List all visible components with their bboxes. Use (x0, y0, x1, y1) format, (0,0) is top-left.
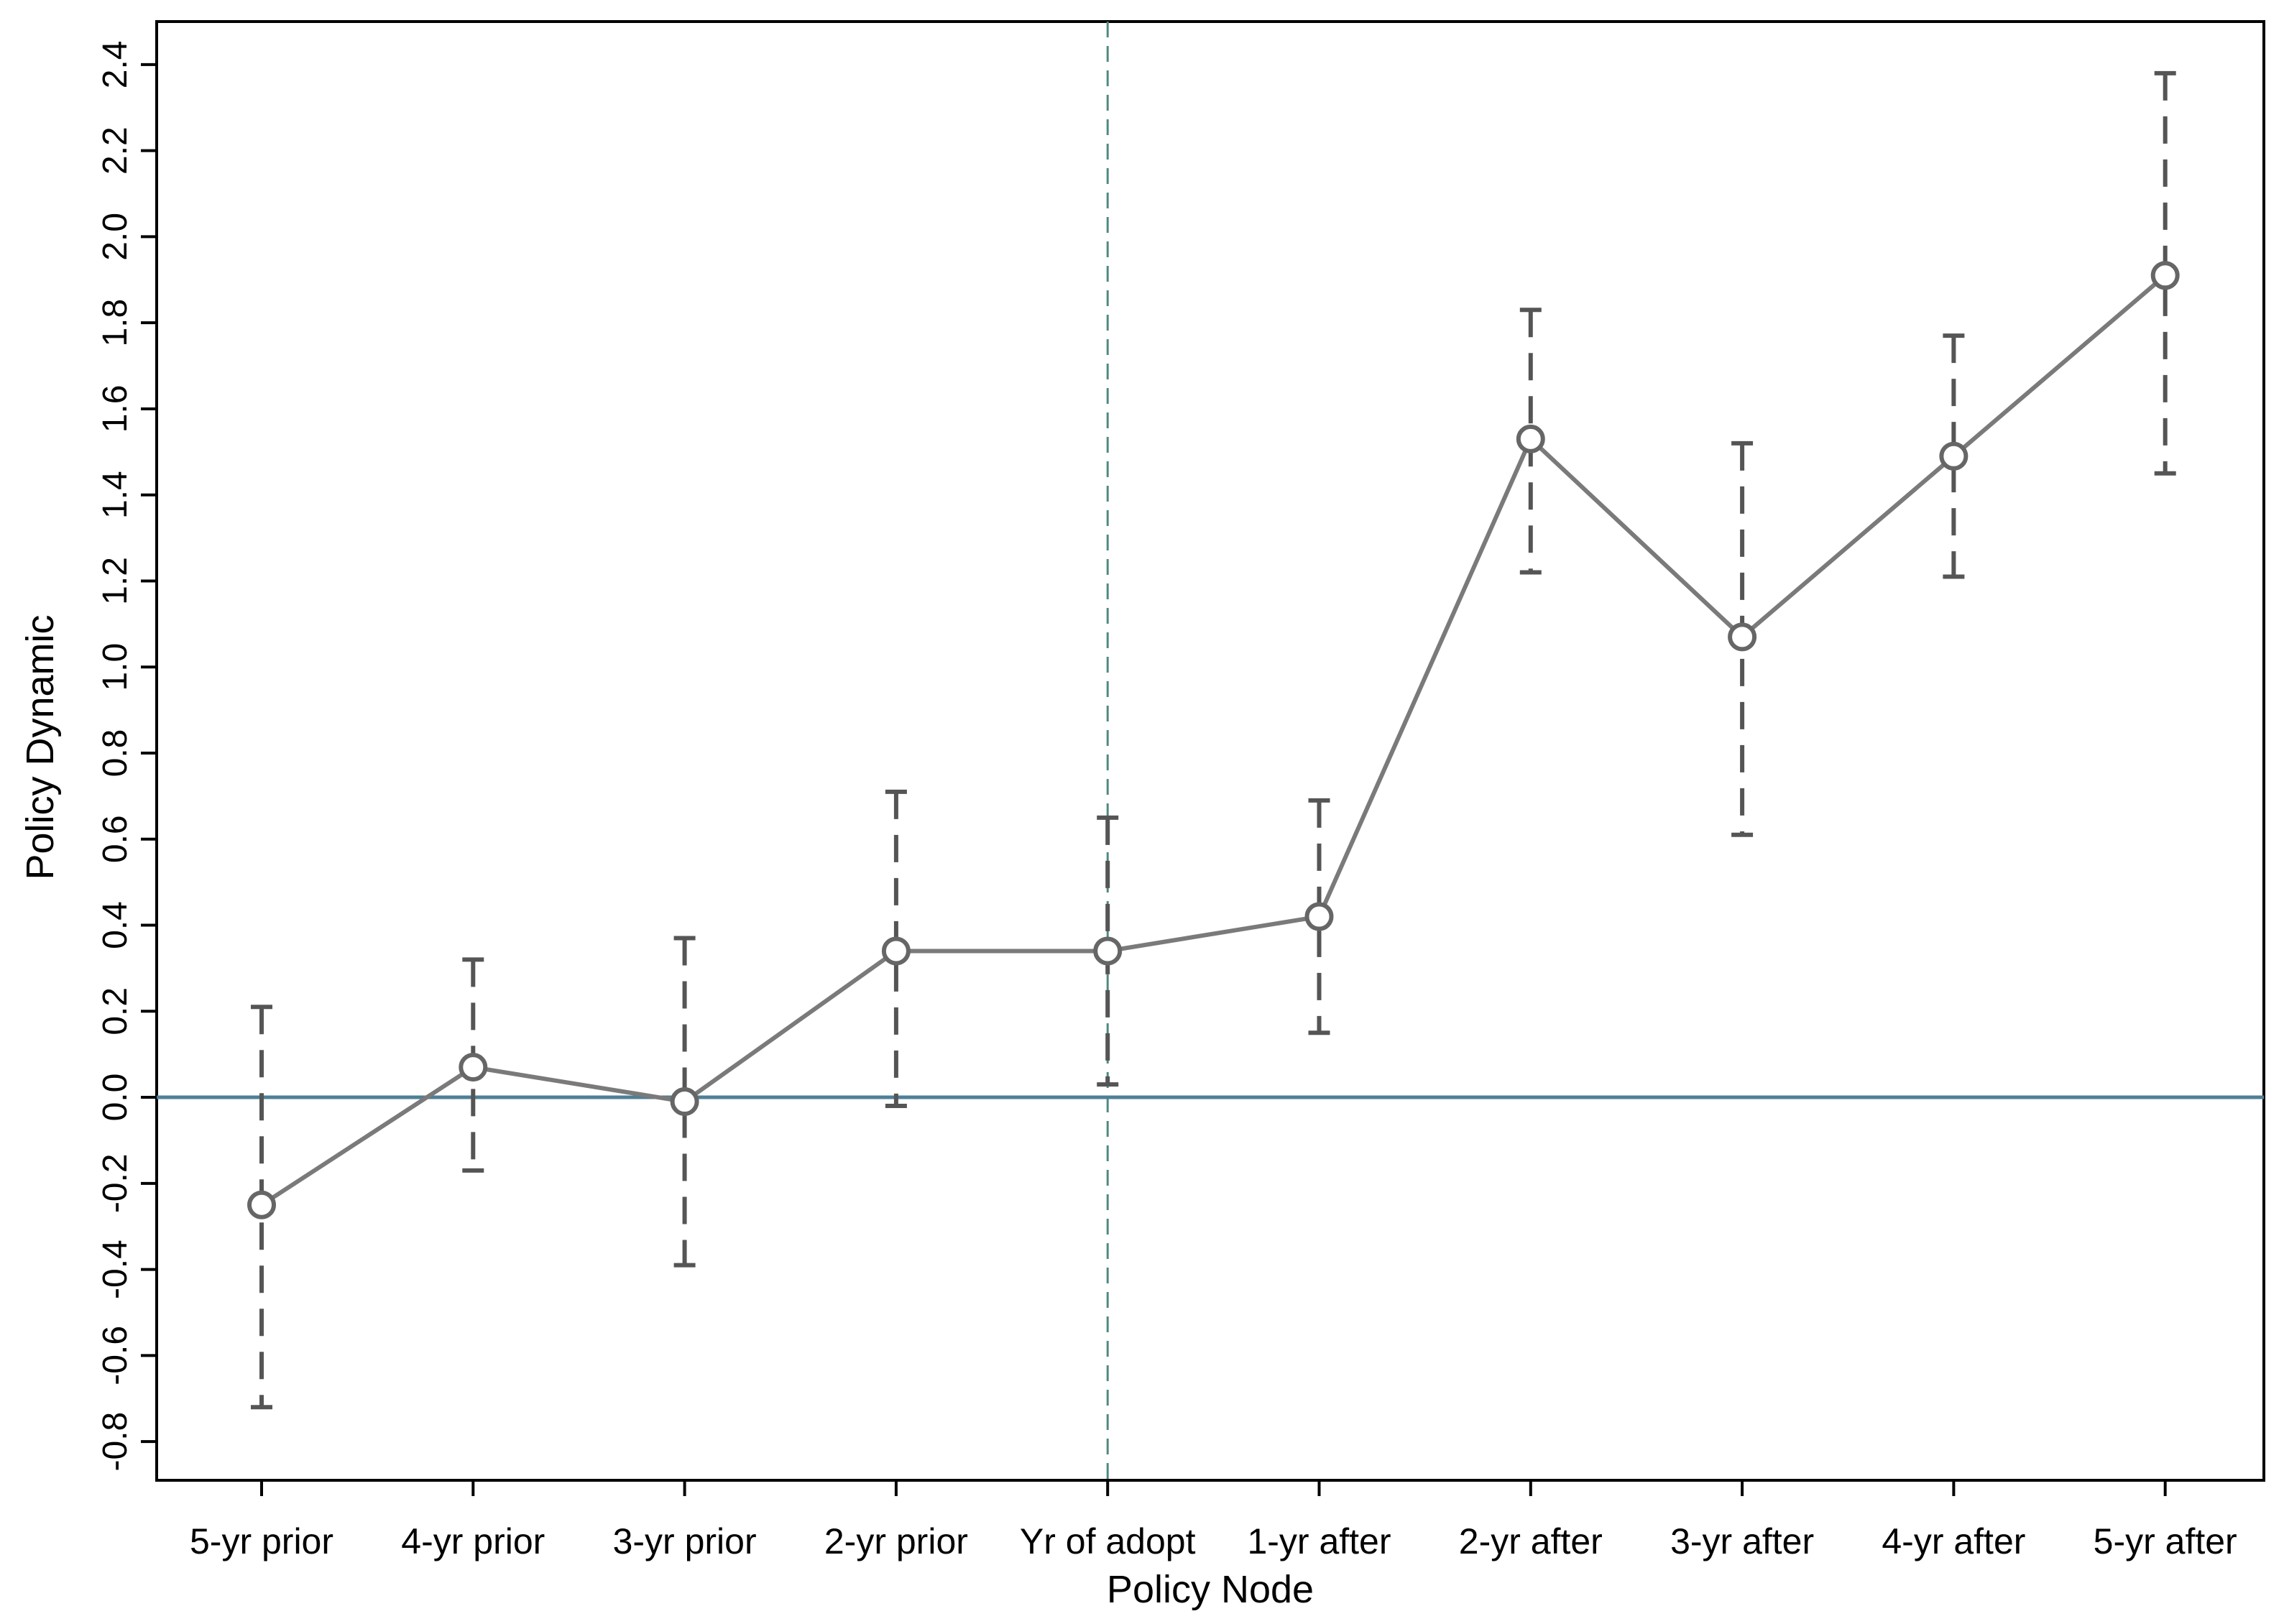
y-tick-label: -0.2 (96, 1153, 134, 1213)
y-axis: -0.8 -0.6 -0.4 -0.2 0.0 0.2 0.4 0.6 0.8 1.0 1.2 1.4… (96, 41, 157, 1472)
y-tick-label: 0.2 (96, 987, 134, 1035)
point-marker (459, 1053, 488, 1082)
x-tick-label: 3-yr prior (613, 1521, 757, 1561)
reference-lines (157, 22, 2264, 1480)
x-tick-label: 1-yr after (1247, 1521, 1391, 1561)
point-marker (1304, 902, 1334, 931)
y-tick-label: 1.2 (96, 557, 134, 605)
y-tick-label: 1.4 (96, 471, 134, 519)
y-tick-label: 2.4 (96, 41, 134, 89)
point-markers (247, 261, 2180, 1219)
y-tick-label: 0.0 (96, 1074, 134, 1122)
point-marker (1939, 441, 1968, 471)
error-bars (251, 70, 2176, 1410)
point-marker (247, 1190, 276, 1219)
y-axis-title: Policy Dynamic (19, 614, 62, 880)
y-tick-label: 1.0 (96, 643, 134, 691)
y-tick-label: 0.6 (96, 815, 134, 863)
x-tick-label: 3-yr after (1670, 1521, 1814, 1561)
x-tick-label: Yr of adopt (1020, 1521, 1196, 1561)
x-axis-title: Policy Node (1107, 1568, 1314, 1611)
x-tick-label: 4-yr after (1882, 1521, 2025, 1561)
point-marker (670, 1087, 699, 1117)
x-tick-label: 4-yr prior (401, 1521, 545, 1561)
y-tick-label: 1.8 (96, 299, 134, 347)
y-tick-label: 0.8 (96, 729, 134, 778)
x-tick-label: 5-yr after (2094, 1521, 2237, 1561)
x-axis: 5-yr prior 4-yr prior 3-yr prior 2-yr prior… (190, 1480, 2237, 1561)
point-marker (881, 936, 911, 966)
x-tick-label: 2-yr prior (824, 1521, 968, 1561)
point-marker (1728, 622, 1757, 652)
y-tick-label: -0.4 (96, 1240, 134, 1299)
y-tick-label: -0.6 (96, 1326, 134, 1385)
point-marker (1516, 424, 1545, 453)
y-tick-label: 2.0 (96, 213, 134, 261)
point-marker (1093, 936, 1123, 966)
y-tick-label: 0.4 (96, 901, 134, 949)
y-tick-label: -0.8 (96, 1412, 134, 1472)
point-marker (2150, 261, 2180, 290)
plot-area-frame (155, 20, 2265, 1482)
estimate-line (260, 274, 2167, 1207)
x-tick-label: 2-yr after (1459, 1521, 1603, 1561)
y-tick-label: 2.2 (96, 126, 134, 175)
y-tick-label: 1.6 (96, 385, 134, 433)
x-tick-label: 5-yr prior (190, 1521, 333, 1561)
